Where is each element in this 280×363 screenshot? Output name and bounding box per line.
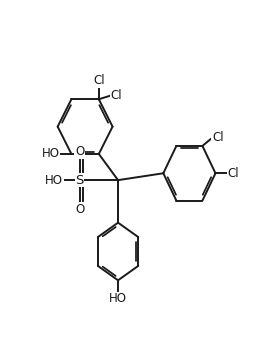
Text: HO: HO (45, 174, 63, 187)
Text: HO: HO (109, 292, 127, 305)
Text: Cl: Cl (93, 74, 105, 87)
Text: Cl: Cl (111, 89, 122, 102)
Text: O: O (75, 203, 84, 216)
Text: O: O (75, 144, 84, 158)
Text: Cl: Cl (227, 167, 239, 180)
Text: HO: HO (42, 147, 60, 160)
Text: S: S (75, 174, 84, 187)
Text: Cl: Cl (212, 131, 224, 144)
